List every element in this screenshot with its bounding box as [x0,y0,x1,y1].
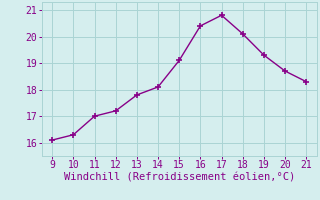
X-axis label: Windchill (Refroidissement éolien,°C): Windchill (Refroidissement éolien,°C) [64,173,295,183]
